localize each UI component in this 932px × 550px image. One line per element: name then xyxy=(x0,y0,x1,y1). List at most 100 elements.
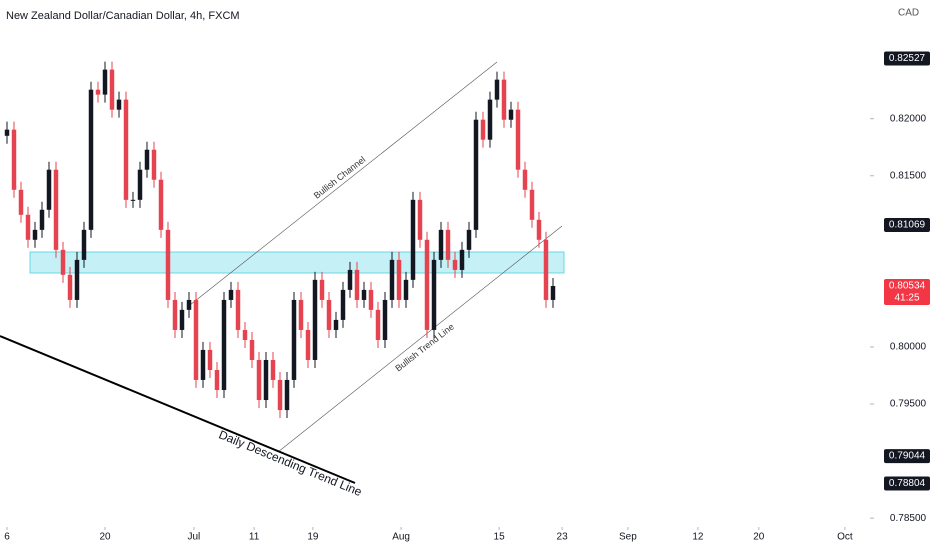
candle-body xyxy=(501,79,507,120)
candle-body xyxy=(32,229,38,240)
candle-body xyxy=(235,289,241,330)
candle-body xyxy=(396,259,402,300)
candle-body xyxy=(284,379,290,411)
candle-body xyxy=(109,69,115,110)
candle-body xyxy=(74,259,80,300)
channel-lower-line xyxy=(277,225,563,453)
x-tick-label: 19 xyxy=(307,532,319,543)
candle-body xyxy=(158,179,164,230)
price-badge-label: 0.78804 xyxy=(889,478,926,489)
candle-body xyxy=(270,359,276,380)
candle-body xyxy=(424,239,430,330)
candle-body xyxy=(305,329,311,360)
candle-body xyxy=(249,339,255,360)
candle-body xyxy=(81,229,87,260)
price-badge xyxy=(884,51,930,66)
candle-body xyxy=(333,319,339,330)
candle-body xyxy=(298,299,304,330)
descending-trend-line xyxy=(0,335,356,484)
candle-body xyxy=(130,199,136,201)
candle-body xyxy=(403,279,409,300)
currency-label: CAD xyxy=(898,8,919,19)
candle-body xyxy=(144,149,150,170)
candle-body xyxy=(137,169,143,200)
price-badge xyxy=(884,217,930,232)
y-tick-label: 0.81500 xyxy=(890,170,927,181)
candle-body xyxy=(102,69,108,95)
x-tick-label: Oct xyxy=(837,532,853,543)
candle-body xyxy=(123,99,129,200)
x-tick-label: 6 xyxy=(4,532,10,543)
candle-body xyxy=(473,119,479,230)
axes: 0.78500 0.79500 0.80000 0.81500 0.82000 6 20 Ju… xyxy=(4,51,930,543)
candle-body xyxy=(193,299,199,380)
candle-body xyxy=(200,349,206,380)
candle-body xyxy=(347,269,353,290)
channel-upper-line xyxy=(189,61,498,306)
candle-body xyxy=(487,99,493,140)
countdown: 41:25 xyxy=(894,293,919,304)
candle-body xyxy=(18,189,24,215)
candle-body xyxy=(25,214,31,240)
candle-body xyxy=(417,199,423,240)
candle-body xyxy=(536,219,542,240)
last-price-label: 0.80534 xyxy=(889,281,926,292)
candle-body xyxy=(214,370,220,390)
candle-body xyxy=(67,274,73,300)
y-tick-label: 0.79500 xyxy=(890,399,927,410)
candle-body xyxy=(151,149,157,180)
candle-body xyxy=(431,259,437,330)
candle-body xyxy=(228,289,234,300)
candle-body xyxy=(438,229,444,260)
price-badge-label: 0.79044 xyxy=(889,451,926,462)
x-tick-label: Aug xyxy=(392,532,410,543)
candle-body xyxy=(60,249,66,275)
candle-body xyxy=(263,359,269,401)
x-tick-label: Jul xyxy=(188,532,201,543)
candle-body xyxy=(319,279,325,300)
candle-body xyxy=(361,289,367,300)
candle-body xyxy=(326,299,332,330)
candle-body xyxy=(39,209,45,230)
support-zone xyxy=(29,251,565,274)
y-tick-label: 0.82000 xyxy=(890,113,927,124)
y-tick-label: 0.78500 xyxy=(890,513,927,524)
x-tick-label: 11 xyxy=(249,532,260,543)
x-tick-label: 12 xyxy=(692,532,704,543)
candle-body xyxy=(11,129,17,190)
candle-body xyxy=(508,109,514,120)
candle-body xyxy=(494,79,500,100)
candle-body xyxy=(382,299,388,340)
x-tick-label: 20 xyxy=(99,532,111,543)
candles xyxy=(4,61,556,419)
candle-body xyxy=(522,169,528,190)
candle-body xyxy=(186,299,192,310)
candle-body xyxy=(354,269,360,300)
candle-body xyxy=(445,229,451,260)
candle-body xyxy=(312,279,318,360)
candle-body xyxy=(277,379,283,411)
candle-body xyxy=(116,99,122,110)
price-badge xyxy=(884,476,930,491)
candle-body xyxy=(242,329,248,340)
candle-body xyxy=(529,189,535,220)
price-badge xyxy=(884,449,930,464)
price-badge-label: 0.82527 xyxy=(889,53,926,64)
candle-body xyxy=(550,286,556,300)
candle-body xyxy=(46,169,52,210)
candle-body xyxy=(368,289,374,310)
candle-body xyxy=(4,129,10,136)
candle-body xyxy=(515,109,521,170)
candle-body xyxy=(53,169,59,250)
candle-body xyxy=(375,309,381,340)
candle-body xyxy=(340,289,346,320)
candle-body xyxy=(88,89,94,230)
y-tick-label: 0.80000 xyxy=(890,342,927,353)
chart-title: New Zealand Dollar/Canadian Dollar, 4h, … xyxy=(6,10,240,22)
price-badge-label: 0.81069 xyxy=(889,220,926,231)
x-tick-label: 23 xyxy=(557,532,569,543)
candle-body xyxy=(165,229,171,300)
candle-body xyxy=(389,259,395,300)
